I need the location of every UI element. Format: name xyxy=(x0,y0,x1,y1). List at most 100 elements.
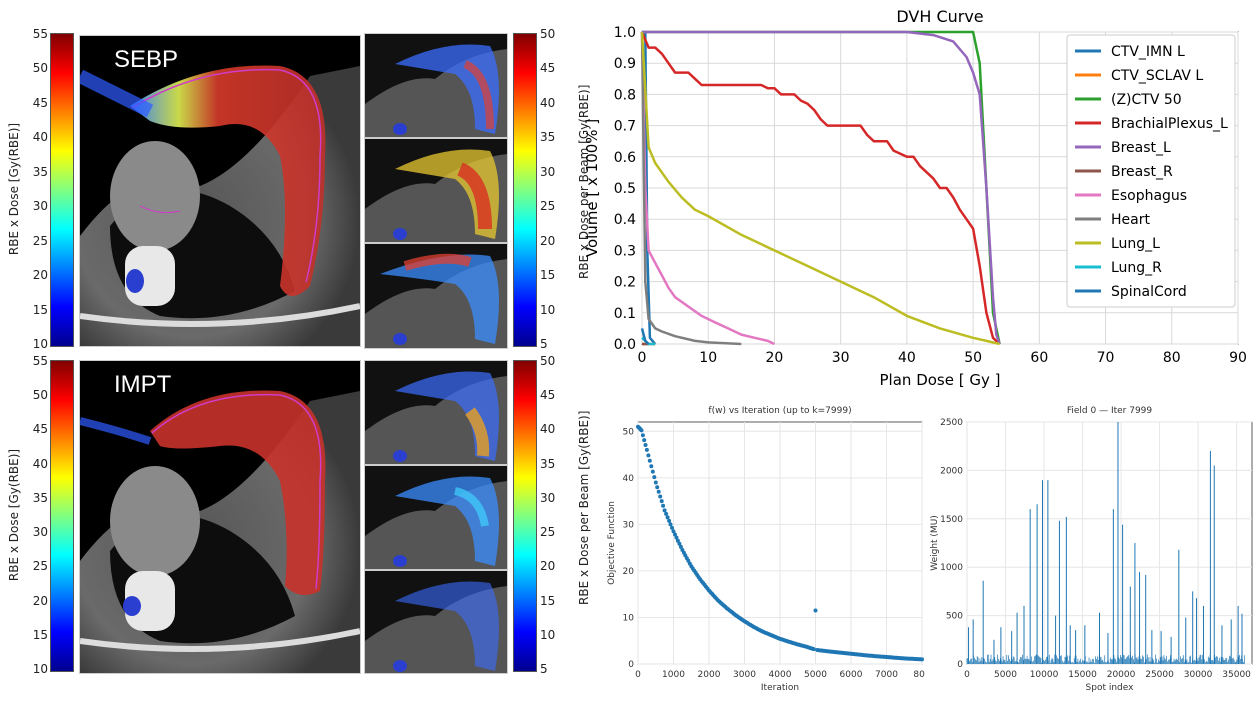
dvh-ytick-label: 0.0 xyxy=(614,337,636,353)
objective-point xyxy=(659,499,664,504)
dvh-ylabel: Volume [ x 100% ] xyxy=(583,119,601,257)
colorbar-tick-8: 15 xyxy=(32,302,48,317)
impt-main-dose-map: IMPT xyxy=(79,360,361,674)
objective-xtick-label: 1000 xyxy=(662,670,685,680)
objective-point xyxy=(655,485,660,490)
objective-point xyxy=(652,475,657,480)
dvh-ytick-label: 1.0 xyxy=(614,25,636,41)
colorbar-tick-7: 15 xyxy=(540,593,556,608)
objective-point xyxy=(650,469,655,474)
objective-point xyxy=(678,544,683,549)
dvh-ytick-label: 0.2 xyxy=(614,275,636,291)
colorbar-tick-8: 10 xyxy=(540,627,556,642)
dvh-legend-entry: CTV_SCLAV L xyxy=(1111,68,1203,84)
objective-point xyxy=(656,489,661,494)
dvh-legend-entry: Breast_R xyxy=(1111,164,1173,180)
dvh-ytick-label: 0.1 xyxy=(614,306,636,322)
dvh-series-line xyxy=(640,31,742,346)
colorbar-tick-2: 40 xyxy=(540,95,556,110)
colorbar-tick-2: 40 xyxy=(540,422,556,437)
colorbar-tick-5: 30 xyxy=(32,199,48,214)
objective-point xyxy=(667,518,672,523)
objective-point xyxy=(675,538,680,543)
colorbar-tick-2: 45 xyxy=(32,422,48,437)
colorbar-main-bottom-label: RBE x Dose [Gy(RBE)] xyxy=(7,448,21,582)
objective-point xyxy=(670,525,674,530)
colorbar-tick-3: 35 xyxy=(540,130,556,145)
colorbar-tick-1: 50 xyxy=(32,61,48,76)
colorbar-tick-4: 30 xyxy=(540,490,556,505)
colorbar-main-bottom-ticks: 55 50 45 40 35 30 25 20 15 10 xyxy=(22,354,48,676)
objective-point xyxy=(661,503,666,508)
objective-ytick-label: 40 xyxy=(623,474,635,484)
dvh-xtick-label: 90 xyxy=(1229,350,1247,366)
dvh-ytick-label: 0.4 xyxy=(614,212,636,228)
colorbar-tick-6: 25 xyxy=(32,559,48,574)
objective-xtick-label: 4000 xyxy=(769,670,792,680)
colorbar-tick-3: 40 xyxy=(32,130,48,145)
colorbar-tick-9: 10 xyxy=(32,336,48,351)
objective-point xyxy=(668,522,673,527)
impt-label: IMPT xyxy=(114,371,172,398)
objective-point xyxy=(671,529,676,534)
colorbar-tick-8: 15 xyxy=(32,627,48,642)
colorbar-tick-3: 40 xyxy=(32,456,48,471)
colorbar-tick-5: 30 xyxy=(32,525,48,540)
dvh-xtick-label: 50 xyxy=(964,350,982,366)
dvh-xtick-label: 10 xyxy=(699,350,717,366)
spots-ylabel: Weight (MU) xyxy=(930,515,940,571)
dvh-series-line xyxy=(640,31,775,346)
colorbar-tick-6: 20 xyxy=(540,559,556,574)
spots-xtick-label: 0 xyxy=(964,670,970,680)
objective-point xyxy=(640,433,645,438)
dvh-legend-entry: BrachialPlexus_L xyxy=(1111,116,1228,132)
spots-xtick-label: 35000 xyxy=(1222,670,1251,680)
objective-xtick-label: 5000 xyxy=(804,670,827,680)
objective-ytick-label: 20 xyxy=(623,567,635,577)
spots-ytick-label: 0 xyxy=(957,660,963,670)
colorbar-main-bottom xyxy=(50,360,74,672)
impt-beam-map-1 xyxy=(364,360,508,465)
spots-ytick-label: 1500 xyxy=(940,515,963,525)
dvh-ytick-label: 0.3 xyxy=(614,243,636,259)
colorbar-beam-top xyxy=(513,33,537,347)
objective-point xyxy=(920,657,924,662)
dvh-legend-entry: Esophagus xyxy=(1111,188,1187,204)
sebp-main-dose-map: SEBP xyxy=(79,35,361,347)
colorbar-tick-6: 25 xyxy=(32,233,48,248)
dvh-xtick-label: 40 xyxy=(898,350,916,366)
spots-ytick-label: 1000 xyxy=(940,563,963,573)
colorbar-tick-0: 55 xyxy=(32,354,48,368)
objective-xtick-label: 800 xyxy=(913,670,925,680)
objective-xtick-label: 6000 xyxy=(840,670,863,680)
colorbar-tick-7: 15 xyxy=(540,268,556,283)
dvh-ytick-label: 0.6 xyxy=(614,150,636,166)
spots-xtick-label: 25000 xyxy=(1145,670,1174,680)
spots-xtick-label: 20000 xyxy=(1107,670,1136,680)
spots-title: Field 0 — Iter 7999 xyxy=(1067,406,1153,416)
colorbar-tick-4: 35 xyxy=(32,490,48,505)
colorbar-tick-4: 35 xyxy=(32,164,48,179)
dvh-legend-entry: Breast_L xyxy=(1111,140,1171,156)
dvh-legend-entry: Lung_L xyxy=(1111,236,1160,252)
spots-ytick-label: 2500 xyxy=(940,418,963,428)
spots-xtick-label: 10000 xyxy=(1030,670,1059,680)
colorbar-tick-8: 10 xyxy=(540,302,556,317)
colorbar-tick-7: 20 xyxy=(32,593,48,608)
objective-chart: 0100020003000400050006000700080001020304… xyxy=(607,406,925,693)
objective-point xyxy=(642,438,647,443)
colorbar-main-top xyxy=(50,33,74,347)
colorbar-tick-0: 55 xyxy=(32,27,48,41)
colorbar-tick-9: 5 xyxy=(540,661,548,676)
impt-beam-map-3 xyxy=(364,570,508,674)
objective-point xyxy=(647,458,652,463)
colorbar-tick-1: 45 xyxy=(540,388,556,403)
objective-point xyxy=(639,428,644,433)
objective-point xyxy=(677,541,682,546)
dvh-title: DVH Curve xyxy=(896,7,983,26)
colorbar-tick-3: 35 xyxy=(540,456,556,471)
dvh-series-line xyxy=(640,328,650,345)
colorbar-tick-0: 50 xyxy=(540,27,556,41)
objective-ylabel: Objective Function xyxy=(607,501,617,585)
spot-weights-chart: 0 5000 10000 15000 20000 25000 30000 35000 0 500 1… xyxy=(930,406,1253,693)
